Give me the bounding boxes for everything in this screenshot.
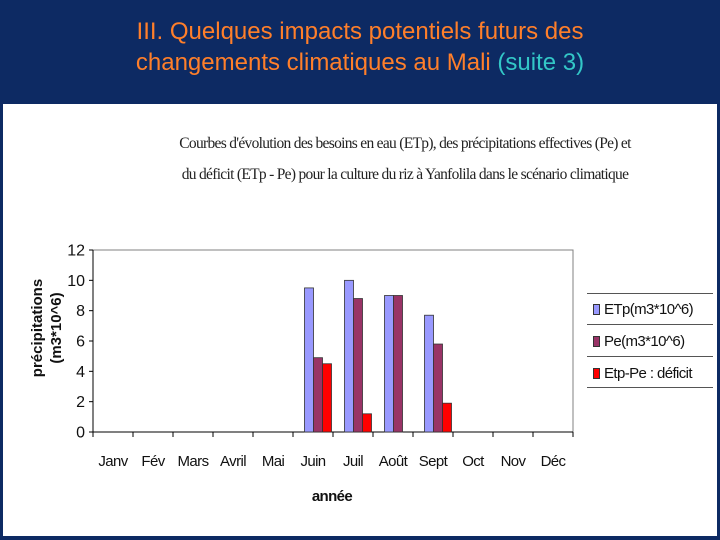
y-tick-label: 0	[76, 425, 85, 442]
bar-1-Juil	[353, 298, 363, 433]
legend-swatch-etp	[593, 304, 600, 315]
slide-title-line-1: III. Quelques impacts potentiels futurs …	[136, 18, 584, 45]
bar-0-Juin	[304, 287, 314, 433]
y-tick-label: 4	[76, 364, 85, 381]
legend-label-pe: Pe(m3*10^6)	[604, 333, 685, 350]
slide-title-line-2-text: changements climatiques au Mali	[135, 49, 498, 76]
bar-2-Juil	[362, 413, 372, 433]
x-tick-label: Nov	[501, 453, 527, 470]
y-tick-label: 12	[67, 243, 85, 260]
legend-label-etp: ETp(m3*10^6)	[604, 301, 694, 318]
legend-item-etp: ETp(m3*10^6)	[593, 301, 694, 318]
y-tick-label: 8	[76, 303, 85, 320]
bar-1-Août	[393, 295, 403, 433]
slide-title-suffix: (suite 3)	[497, 49, 585, 76]
bar-0-Juil	[344, 279, 354, 433]
legend-separator	[587, 293, 713, 294]
bar-2-Sept	[442, 402, 452, 433]
x-tick-label: Avril	[220, 453, 246, 470]
legend: ETp(m3*10^6) Pe(m3*10^6) Etp-Pe : défici…	[587, 293, 713, 388]
legend-item-pe: Pe(m3*10^6)	[593, 333, 685, 350]
slide-title: III. Quelques impacts potentiels futurs …	[0, 16, 720, 78]
x-tick-label: Déc	[541, 453, 567, 470]
chart-title: Courbes d'évolution des besoins en eau (…	[112, 128, 698, 190]
x-axis-label: année	[311, 488, 353, 505]
legend-swatch-deficit	[593, 368, 600, 379]
legend-separator	[587, 324, 713, 325]
x-tick-label: Août	[379, 453, 409, 470]
slide-title-line-2: changements climatiques au Mali (suite 3…	[0, 47, 720, 78]
x-tick-label: Mai	[262, 453, 285, 470]
x-tick-label: Juil	[343, 453, 363, 470]
bar-1-Juin	[313, 357, 323, 433]
y-tick-label: 6	[76, 334, 85, 351]
x-tick-label: Janv	[98, 453, 128, 470]
x-tick-label: Fév	[141, 453, 165, 470]
legend-swatch-pe	[593, 336, 600, 347]
x-tick-label: Mars	[178, 453, 209, 470]
legend-separator	[587, 387, 713, 388]
plot-area	[92, 249, 574, 433]
x-tick-label: Oct	[462, 453, 485, 470]
x-tick-label: Sept	[419, 453, 449, 470]
bar-1-Sept	[433, 343, 443, 433]
legend-item-deficit: Etp-Pe : déficit	[593, 365, 693, 382]
bar-0-Sept	[424, 314, 434, 433]
legend-separator	[587, 356, 713, 357]
x-tick-label: Juin	[300, 453, 325, 470]
chart-title-line-1: Courbes d'évolution des besoins en eau (…	[179, 135, 631, 152]
y-tick-label: 2	[76, 394, 85, 411]
legend-label-deficit: Etp-Pe : déficit	[604, 365, 693, 382]
y-tick-label: 10	[67, 273, 85, 290]
chart-title-line-2: du déficit (ETp - Pe) pour la culture du…	[181, 166, 629, 183]
bar-2-Juin	[322, 363, 332, 433]
bar-0-Août	[384, 295, 394, 433]
